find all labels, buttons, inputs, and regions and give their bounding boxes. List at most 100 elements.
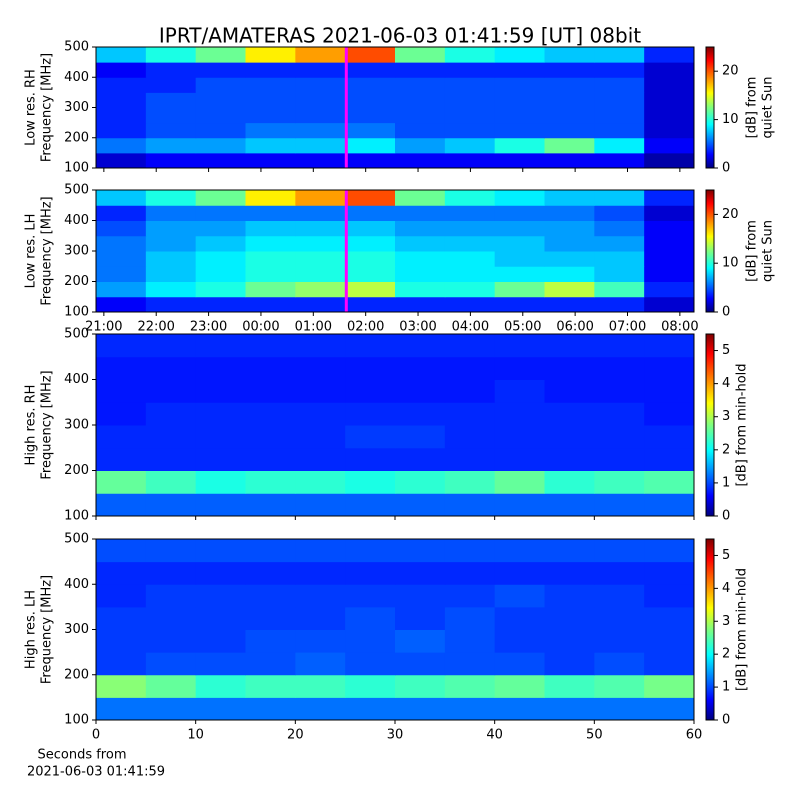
heat-cell	[444, 652, 496, 676]
heat-cell	[96, 77, 147, 93]
heat-cell	[544, 356, 595, 380]
heat-cell	[245, 47, 296, 63]
heat-cell	[395, 425, 446, 449]
heat-cell	[594, 92, 645, 108]
heat-cell	[544, 220, 595, 237]
colorbar-label: [dB] from	[745, 77, 760, 139]
x-tick-label: 03:00	[399, 320, 436, 335]
heat-cell	[96, 296, 147, 313]
heat-cell	[444, 379, 496, 403]
heat-cell	[96, 107, 147, 124]
heat-cell	[145, 470, 197, 494]
heat-cell	[145, 77, 197, 93]
colorbar-tick-label: 1	[722, 475, 730, 490]
heat-cell	[96, 379, 147, 403]
heat-cell	[345, 334, 396, 358]
heat-cell	[96, 190, 147, 206]
heat-cell	[395, 447, 446, 471]
heat-cell	[544, 122, 595, 139]
heat-cell	[644, 379, 695, 403]
heat-cell	[444, 62, 496, 78]
colorbar	[705, 538, 715, 721]
heat-cell	[195, 281, 246, 298]
heat-cell	[544, 402, 595, 426]
heat-cell	[245, 92, 296, 108]
heat-cell	[195, 92, 246, 108]
heat-cell	[494, 251, 545, 267]
heat-cell	[395, 281, 446, 298]
heat-cell	[444, 447, 496, 471]
heat-cell	[195, 251, 246, 267]
heat-cell	[195, 697, 246, 721]
heat-cell	[245, 152, 296, 169]
heat-cell	[644, 425, 695, 449]
colorbar-tick-label: 5	[722, 548, 730, 563]
heat-cell	[544, 296, 595, 313]
heat-cell	[295, 122, 346, 139]
y-tick-label: 100	[64, 161, 89, 176]
heat-cell	[494, 62, 545, 78]
colorbar-tick-label: 10	[722, 112, 739, 127]
heat-cell	[544, 190, 595, 206]
heat-cell	[444, 251, 496, 267]
heat-cell	[295, 296, 346, 313]
heat-cell	[295, 251, 346, 267]
heat-cell	[145, 62, 197, 78]
heat-cell	[644, 652, 695, 676]
heat-cell	[345, 235, 396, 252]
heat-cell	[594, 220, 645, 237]
heat-cell	[444, 584, 496, 608]
heat-cell	[96, 122, 147, 139]
heat-cell	[644, 137, 695, 154]
heat-cell	[644, 674, 695, 698]
heat-cell	[96, 674, 147, 698]
heat-cell	[644, 266, 695, 282]
heat-cell	[544, 697, 595, 721]
heat-cell	[345, 629, 396, 653]
heat-cell	[195, 235, 246, 252]
y-tick-label: 200	[64, 667, 89, 682]
heat-cell	[494, 107, 545, 124]
colorbar-tick-label: 3	[722, 614, 730, 629]
y-tick-label: 300	[64, 622, 89, 637]
heat-cell	[195, 205, 246, 221]
heat-cell	[644, 47, 695, 63]
heat-cell	[444, 77, 496, 93]
heat-cell	[395, 539, 446, 563]
heat-cell	[96, 652, 147, 676]
heat-cell	[444, 137, 496, 154]
colorbar-tick-label: 3	[722, 409, 730, 424]
heat-cell	[145, 266, 197, 282]
heat-cell	[444, 205, 496, 221]
heat-cell	[494, 561, 545, 585]
y-axis-label: High res. RH	[24, 385, 39, 466]
heat-cell	[395, 356, 446, 380]
heat-cell	[295, 584, 346, 608]
y-tick-label: 100	[64, 305, 89, 320]
heat-cell	[594, 674, 645, 698]
heat-cell	[145, 584, 197, 608]
heat-cell	[145, 379, 197, 403]
heat-cell	[544, 251, 595, 267]
heat-cell	[195, 137, 246, 154]
heat-cell	[594, 334, 645, 358]
heat-cell	[295, 356, 346, 380]
heat-cell	[295, 152, 346, 169]
heat-cell	[494, 152, 545, 169]
heat-cell	[145, 606, 197, 630]
heat-cell	[195, 107, 246, 124]
heat-cell	[295, 281, 346, 298]
heat-cell	[345, 674, 396, 698]
heat-cell	[145, 205, 197, 221]
heat-cell	[594, 62, 645, 78]
heat-cell	[594, 356, 645, 380]
heat-cell	[245, 561, 296, 585]
x-tick-label: 10	[187, 728, 204, 743]
heat-cell	[395, 697, 446, 721]
heat-cell	[594, 266, 645, 282]
y-tick-label: 200	[64, 130, 89, 145]
heat-cell	[195, 296, 246, 313]
heat-cell	[395, 606, 446, 630]
heat-cell	[145, 137, 197, 154]
x-tick-label: 04:00	[452, 320, 489, 335]
